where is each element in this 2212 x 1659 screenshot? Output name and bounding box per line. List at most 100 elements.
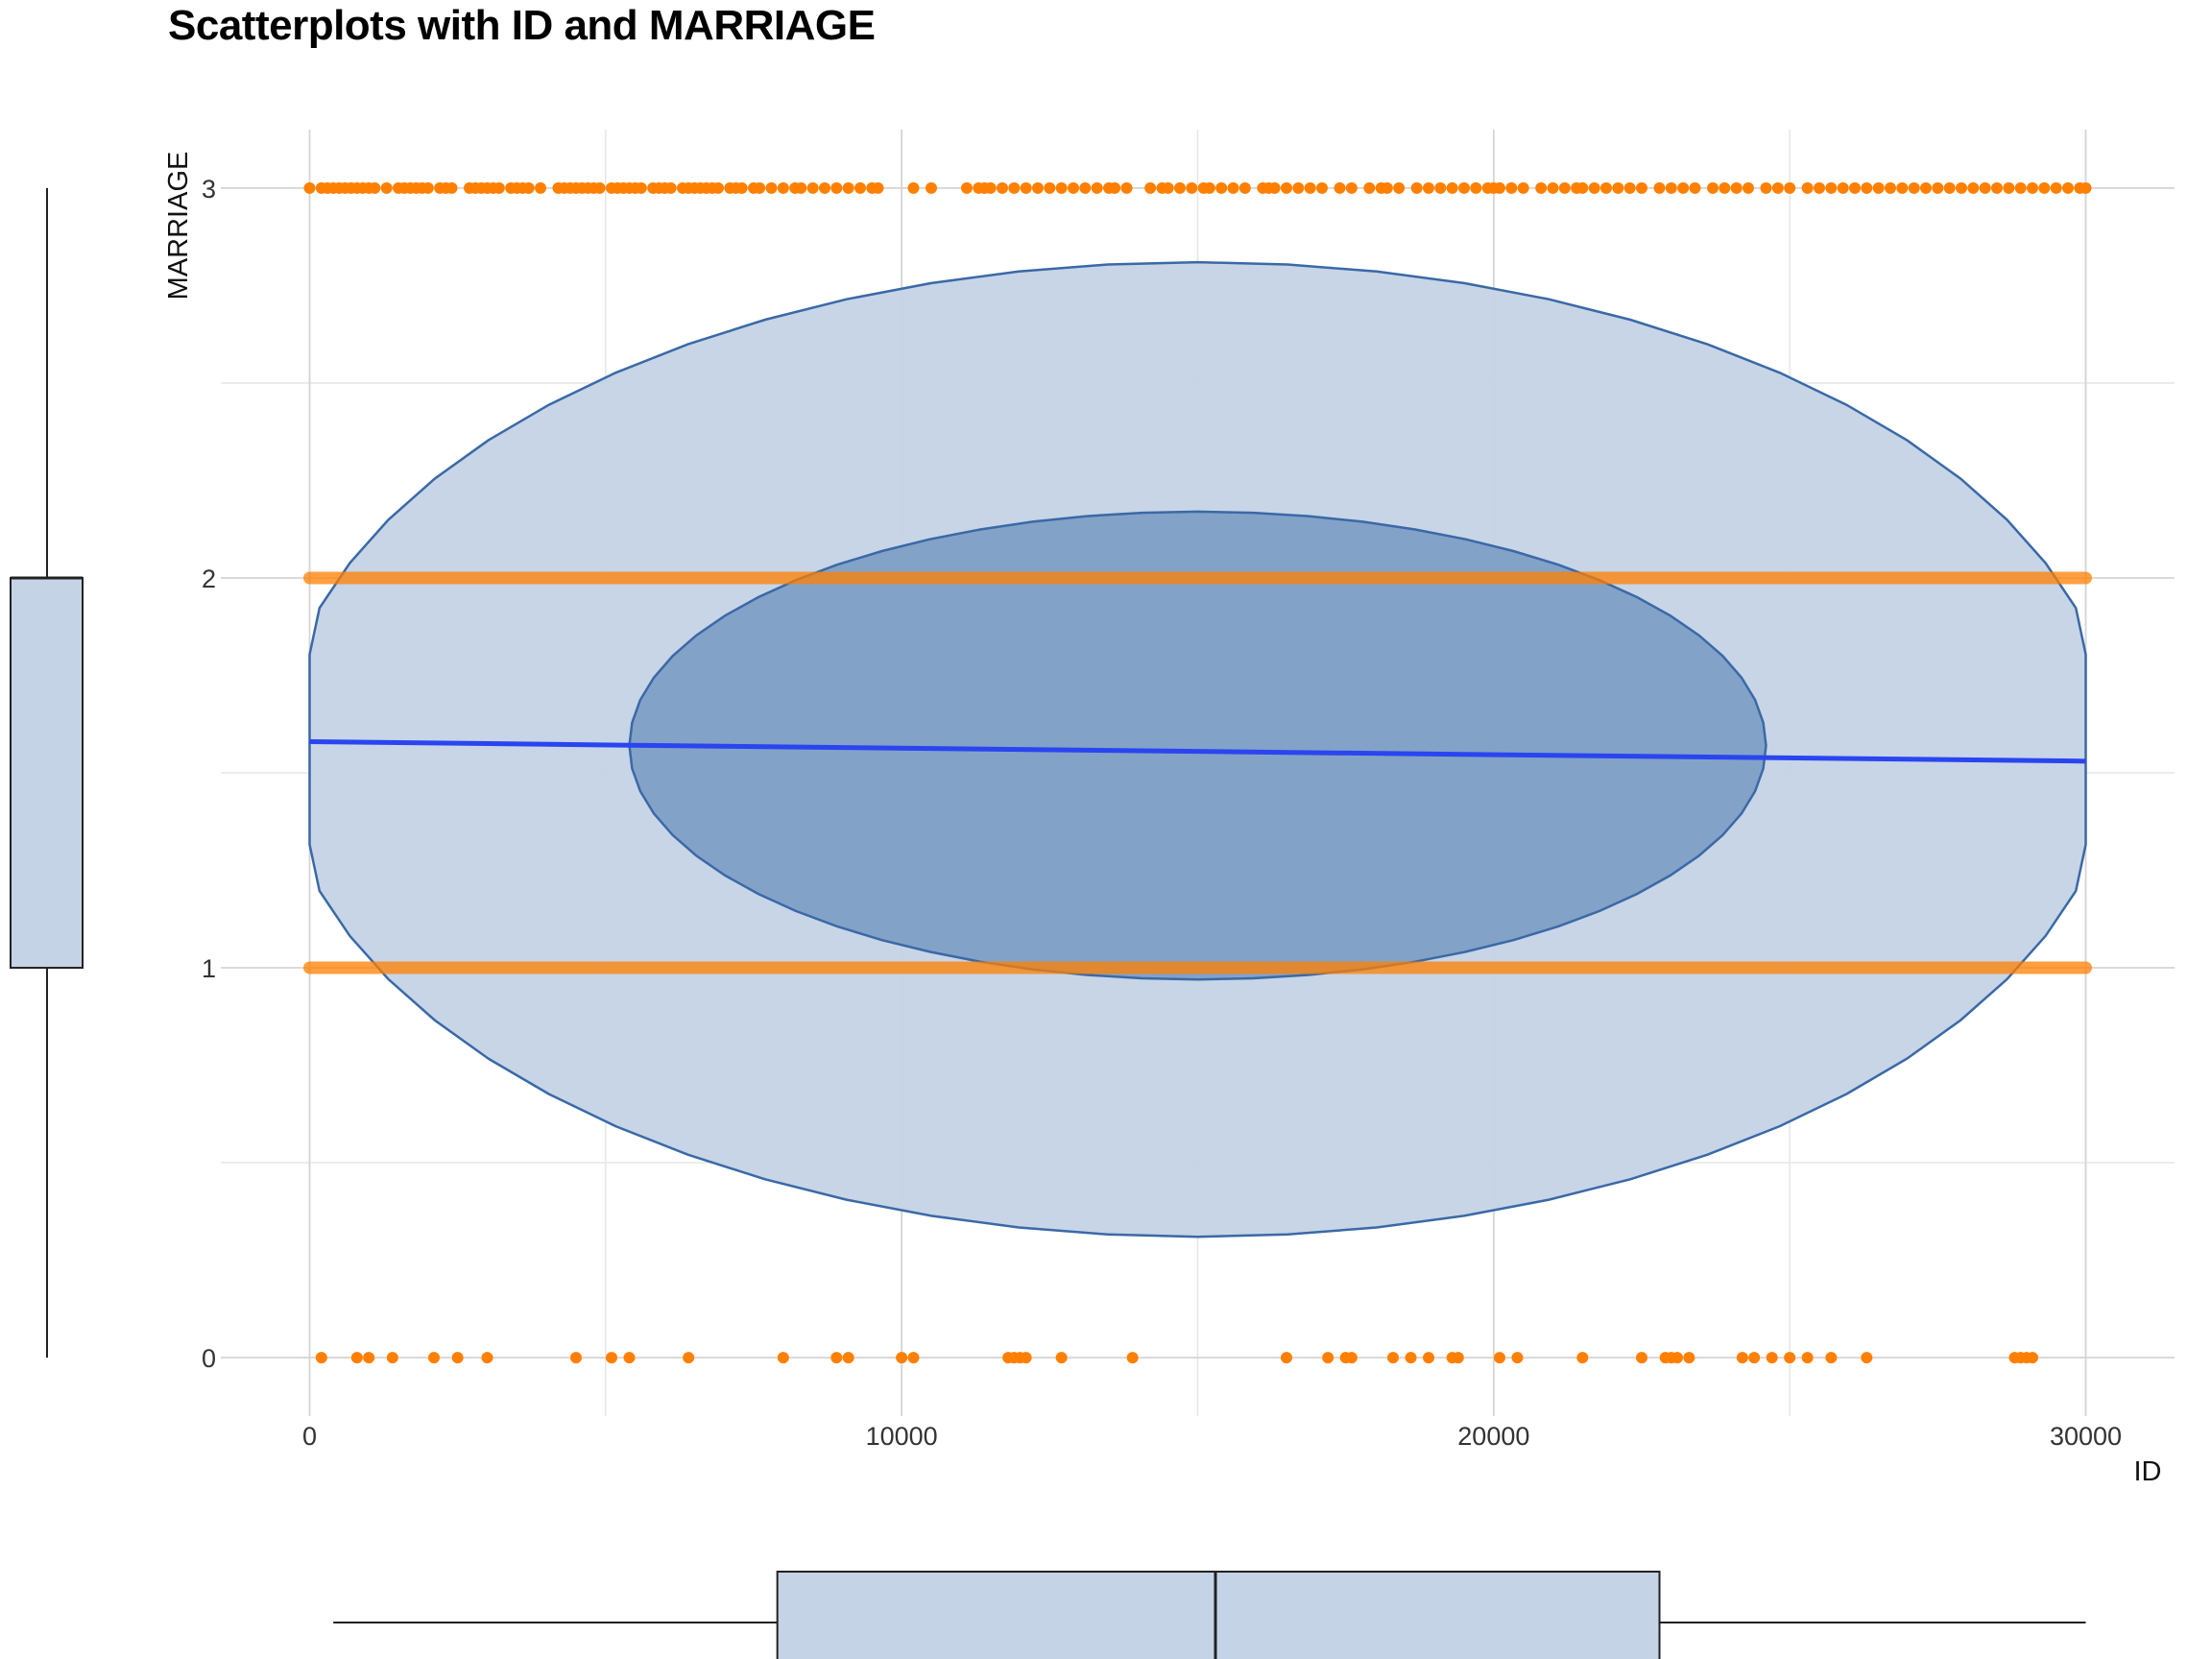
point — [1458, 181, 1470, 194]
y-boxplot-box — [10, 576, 84, 970]
point — [2014, 181, 2027, 194]
point — [1120, 181, 1133, 194]
point — [926, 181, 937, 194]
point — [2003, 181, 2015, 194]
point — [1126, 1352, 1139, 1364]
point — [1068, 181, 1079, 194]
point — [315, 1352, 327, 1364]
x-tick-label: 30000 — [2050, 1422, 2122, 1451]
point — [1535, 181, 1548, 194]
point — [1991, 181, 2003, 194]
point — [1387, 1352, 1399, 1364]
point — [777, 181, 789, 194]
point — [1653, 181, 1666, 194]
point — [1689, 181, 1701, 194]
point — [795, 181, 807, 194]
point — [2027, 1352, 2038, 1364]
point — [1979, 181, 1991, 194]
point — [1055, 1352, 1068, 1364]
point — [1032, 181, 1044, 194]
point — [2050, 181, 2062, 194]
point — [664, 181, 677, 194]
point — [1558, 181, 1571, 194]
point — [1268, 181, 1281, 194]
point — [1162, 181, 1174, 194]
point — [623, 1352, 636, 1364]
point — [2062, 181, 2074, 194]
point — [1825, 1352, 1838, 1364]
point — [2027, 181, 2038, 194]
x-axis-title: ID — [2134, 1456, 2162, 1487]
fit-line — [309, 739, 2086, 764]
point — [1174, 181, 1186, 194]
point — [350, 1352, 363, 1364]
point — [1292, 181, 1305, 194]
point — [1908, 181, 1920, 194]
chart-title: Scatterplots with ID and MARRIAGE — [168, 2, 876, 49]
point — [819, 181, 830, 194]
point — [1766, 1352, 1778, 1364]
point — [1784, 181, 1796, 194]
point — [1215, 181, 1228, 194]
point — [754, 181, 766, 194]
point — [635, 181, 647, 194]
point — [1511, 1352, 1524, 1364]
point — [712, 181, 724, 194]
scatter-points — [303, 181, 2092, 1364]
x-tick-label: 0 — [302, 1422, 317, 1451]
point — [1748, 1352, 1761, 1364]
point — [765, 181, 778, 194]
point — [1885, 181, 1896, 194]
point — [1677, 181, 1690, 194]
point — [1547, 181, 1559, 194]
x-tick-label: 20000 — [1457, 1422, 1529, 1451]
point — [1434, 181, 1447, 194]
point — [445, 181, 458, 194]
point — [1861, 1352, 1873, 1364]
point — [1281, 1352, 1292, 1364]
y-tick-label: 3 — [202, 175, 216, 204]
point — [481, 1352, 493, 1364]
point — [1967, 181, 1980, 194]
point — [428, 1352, 440, 1364]
point — [1576, 181, 1589, 194]
point — [984, 181, 997, 194]
point — [1825, 181, 1838, 194]
point — [1771, 181, 1784, 194]
point — [1588, 181, 1600, 194]
point — [386, 1352, 398, 1364]
point — [1600, 181, 1612, 194]
point — [1203, 181, 1215, 194]
point — [1044, 181, 1056, 194]
point — [421, 181, 434, 194]
point — [1091, 181, 1103, 194]
point — [1410, 181, 1423, 194]
point — [1446, 181, 1458, 194]
point — [1896, 181, 1909, 194]
point — [451, 1352, 464, 1364]
x-marginal-boxplot — [333, 1571, 2086, 1659]
point — [535, 181, 546, 194]
point — [522, 181, 535, 194]
point — [1636, 1352, 1647, 1364]
point — [303, 181, 316, 194]
point — [1849, 181, 1861, 194]
point — [1943, 181, 1956, 194]
point — [1736, 1352, 1748, 1364]
point — [1470, 181, 1482, 194]
point — [830, 181, 843, 194]
fit-line-group — [309, 739, 2086, 764]
point — [1363, 181, 1376, 194]
point — [1861, 181, 1873, 194]
point — [1186, 181, 1198, 194]
point — [1322, 1352, 1334, 1364]
point — [997, 181, 1008, 194]
point — [806, 181, 819, 194]
point — [1334, 181, 1346, 194]
point — [1423, 181, 1434, 194]
point — [1494, 181, 1505, 194]
point — [842, 1352, 854, 1364]
point — [735, 181, 748, 194]
point — [1405, 1352, 1417, 1364]
point — [1636, 181, 1647, 194]
